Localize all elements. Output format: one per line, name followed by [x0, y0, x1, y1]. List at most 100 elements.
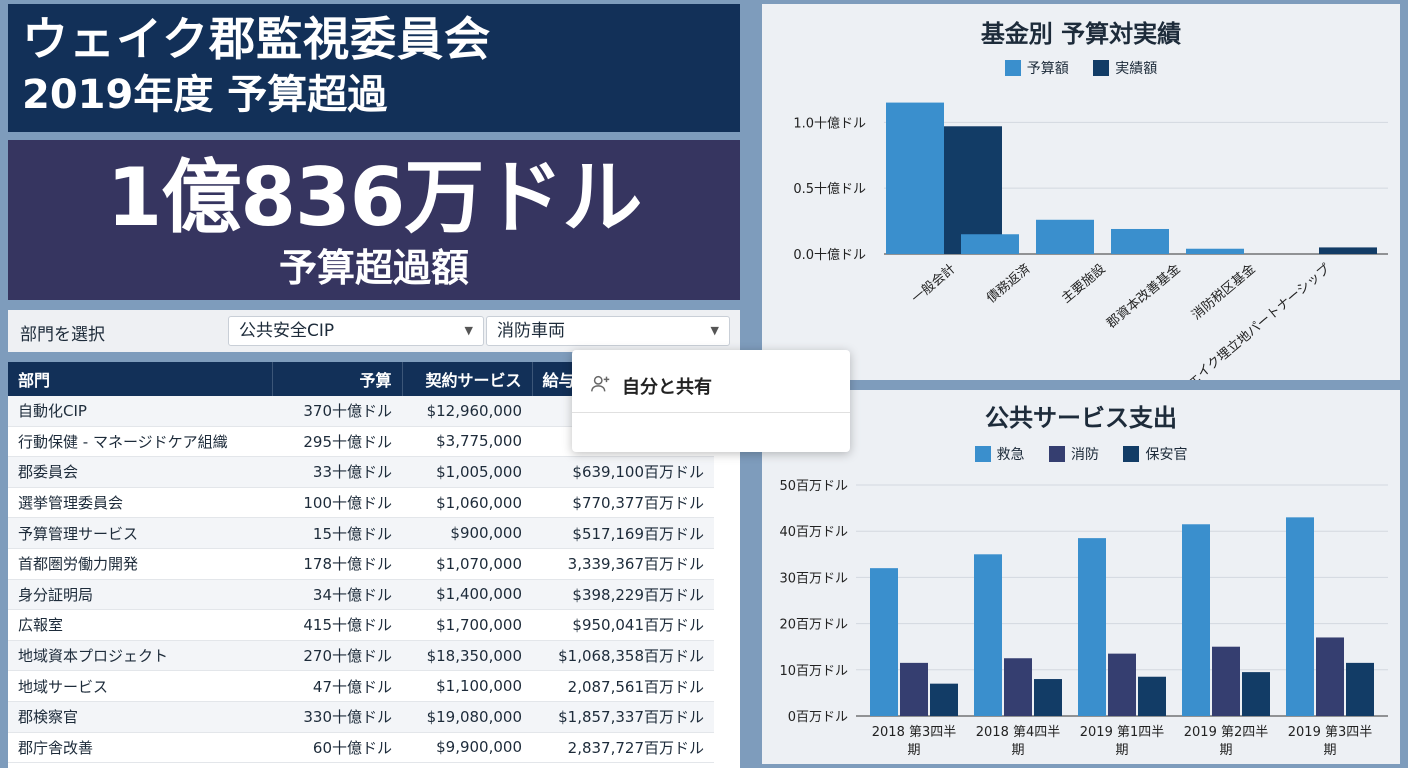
contract-services-cell: $19,080,000: [402, 701, 532, 733]
department-filter-bar: 部門を選択 公共安全CIP ▼ 消防車両 ▼: [8, 310, 740, 352]
dashboard-subtitle: 2019年度 予算超過: [22, 72, 388, 118]
chart-legend: 救急 消防 保安官: [762, 444, 1400, 464]
legend-item[interactable]: 救急: [974, 444, 1025, 464]
chevron-down-icon: ▼: [710, 324, 719, 337]
contract-services-cell: $1,005,000: [402, 456, 532, 488]
bar-予算額: [1111, 228, 1169, 254]
contract-services-cell: $12,960,000: [402, 396, 532, 427]
kpi-value: 1億836万ドル: [106, 151, 643, 244]
column-header-department[interactable]: 部門: [8, 362, 273, 396]
x-tick-label: 期: [907, 743, 920, 758]
x-tick-label: 2018 第4四半: [976, 725, 1061, 740]
contract-services-cell: $9,900,000: [402, 732, 532, 764]
legend-item[interactable]: 予算額: [1004, 58, 1069, 78]
contract-services-cell: $1,700,000: [402, 609, 532, 641]
table-row[interactable]: 郡庁舎改善 60十億ドル $9,900,000 2,837,727百万ドル: [8, 732, 714, 764]
chart-legend: 予算額 実績額: [762, 58, 1400, 78]
budget-cell: 33十億ドル: [272, 456, 402, 488]
budget-cell: 100十億ドル: [272, 487, 402, 519]
legend-item[interactable]: 消防: [1049, 444, 1099, 464]
salary-cell: 2,087,561百万ドル: [532, 670, 714, 702]
x-tick-label: 期: [1323, 743, 1336, 758]
y-tick-label: 1.0十億ドル: [793, 115, 866, 131]
public-services-chart-panel: 公共サービス支出 救急 消防 保安官 0百万ドル 10百万ドル 20百万ドル 30百万…: [762, 390, 1400, 764]
salary-cell: $517,169百万ドル: [532, 517, 714, 549]
share-menu-popup: 自分と共有: [572, 350, 850, 452]
legend-label: 救急: [996, 447, 1025, 463]
x-tick-label: 2019 第2四半: [1184, 725, 1269, 740]
legend-swatch: [1049, 446, 1065, 462]
salary-cell: $398,229百万ドル: [532, 579, 714, 611]
table-row[interactable]: 地域サービス 47十億ドル $1,100,000 2,087,561百万ドル: [8, 670, 714, 702]
filter-label: 部門を選択: [20, 325, 105, 345]
legend-label: 実績額: [1115, 61, 1158, 77]
bar-実績額: [944, 126, 1002, 254]
legend-item[interactable]: 実績額: [1093, 58, 1157, 78]
budget-cell: 60十億ドル: [272, 732, 402, 764]
table-row[interactable]: 郡検察官 330十億ドル $19,080,000 $1,857,337百万ドル: [8, 701, 714, 733]
y-tick-label: 10百万ドル: [779, 664, 848, 679]
dashboard-title: ウェイク郡監視委員会: [22, 12, 492, 66]
budget-cell: 270十億ドル: [272, 640, 402, 672]
bar-保安官: [1346, 662, 1374, 716]
salary-cell: 3,339,367百万ドル: [532, 548, 714, 580]
budget-cell: 370十億ドル: [272, 396, 402, 427]
department-table: 部門 予算 契約サービス 給与 自動化CIP 370十億ドル $12,960,000…: [8, 362, 715, 764]
department-select-value: 公共安全CIP: [239, 321, 335, 341]
x-tick-label: 郡資本改善基金: [1104, 261, 1184, 332]
x-tick-label: 2019 第3四半: [1288, 725, 1373, 740]
table-row[interactable]: 身分証明局 34十億ドル $1,400,000 $398,229百万ドル: [8, 579, 714, 611]
x-tick-label: 期: [1115, 743, 1128, 758]
budget-vs-actual-chart-panel: 基金別 予算対実績 予算額 実績額 0.0十億ドル 0.5十億ドル 1.0十億ドル一…: [762, 4, 1400, 380]
legend-swatch: [974, 446, 991, 462]
bar-実績額: [1319, 247, 1377, 254]
x-tick-label: 一般会計: [908, 261, 958, 307]
y-tick-label: 0.5十億ドル: [793, 181, 866, 197]
budget-cell: 415十億ドル: [272, 609, 402, 641]
item-select[interactable]: 消防車両 ▼: [486, 316, 730, 346]
legend-label: 予算額: [1026, 61, 1069, 77]
salary-cell: $950,041百万ドル: [532, 609, 714, 641]
legend-label: 消防: [1071, 447, 1099, 463]
kpi-label: 予算超過額: [278, 246, 469, 290]
menu-divider: [572, 412, 850, 413]
budget-cell: 178十億ドル: [272, 548, 402, 580]
bar-救急: [1182, 524, 1210, 716]
table-row[interactable]: 広報室 415十億ドル $1,700,000 $950,041百万ドル: [8, 609, 714, 641]
y-tick-label: 0百万ドル: [788, 710, 848, 725]
legend-item[interactable]: 保安官: [1123, 444, 1187, 464]
chart-title: 基金別 予算対実績: [980, 20, 1182, 48]
table-row[interactable]: 首都圏労働力開発 178十億ドル $1,070,000 3,339,367百万ドル: [8, 548, 714, 580]
bar-保安官: [1034, 679, 1062, 716]
add-person-icon: [591, 375, 610, 392]
table-row[interactable]: 予算管理サービス 15十億ドル $900,000 $517,169百万ドル: [8, 517, 714, 549]
x-tick-label: 消防税区基金: [1189, 261, 1259, 323]
table-row[interactable]: 選挙管理委員会 100十億ドル $1,060,000 $770,377百万ドル: [8, 487, 714, 519]
table-row[interactable]: 地域資本プロジェクト 270十億ドル $18,350,000 $1,068,358百万…: [8, 640, 714, 672]
legend-label: 保安官: [1145, 447, 1188, 463]
bar-消防: [1212, 646, 1240, 716]
table-row[interactable]: 郡委員会 33十億ドル $1,005,000 $639,100百万ドル: [8, 456, 714, 488]
bar-消防: [900, 662, 928, 716]
x-tick-label: 主要施設: [1058, 261, 1108, 307]
legend-swatch: [1093, 60, 1110, 76]
bar-予算額: [886, 102, 944, 254]
bar-救急: [974, 554, 1002, 716]
department-cell: 郡委員会: [8, 456, 272, 488]
legend-swatch: [1004, 60, 1021, 76]
column-header-contract-services[interactable]: 契約サービス: [402, 362, 533, 396]
legend-swatch: [1123, 446, 1140, 462]
department-cell: 予算管理サービス: [8, 517, 272, 549]
contract-services-cell: $1,070,000: [402, 548, 532, 580]
contract-services-cell: $1,400,000: [402, 579, 532, 611]
share-with-me-menu-item[interactable]: 自分と共有: [572, 360, 850, 410]
y-tick-label: 50百万ドル: [779, 479, 848, 494]
y-tick-label: 40百万ドル: [779, 525, 848, 540]
x-tick-label: 期: [1011, 743, 1024, 758]
department-select[interactable]: 公共安全CIP ▼: [228, 316, 484, 346]
column-header-budget[interactable]: 予算: [272, 362, 403, 396]
department-cell: 地域サービス: [8, 670, 272, 702]
chevron-down-icon: ▼: [464, 324, 473, 337]
bar-保安官: [930, 683, 958, 716]
contract-services-cell: $3,775,000: [402, 426, 532, 458]
